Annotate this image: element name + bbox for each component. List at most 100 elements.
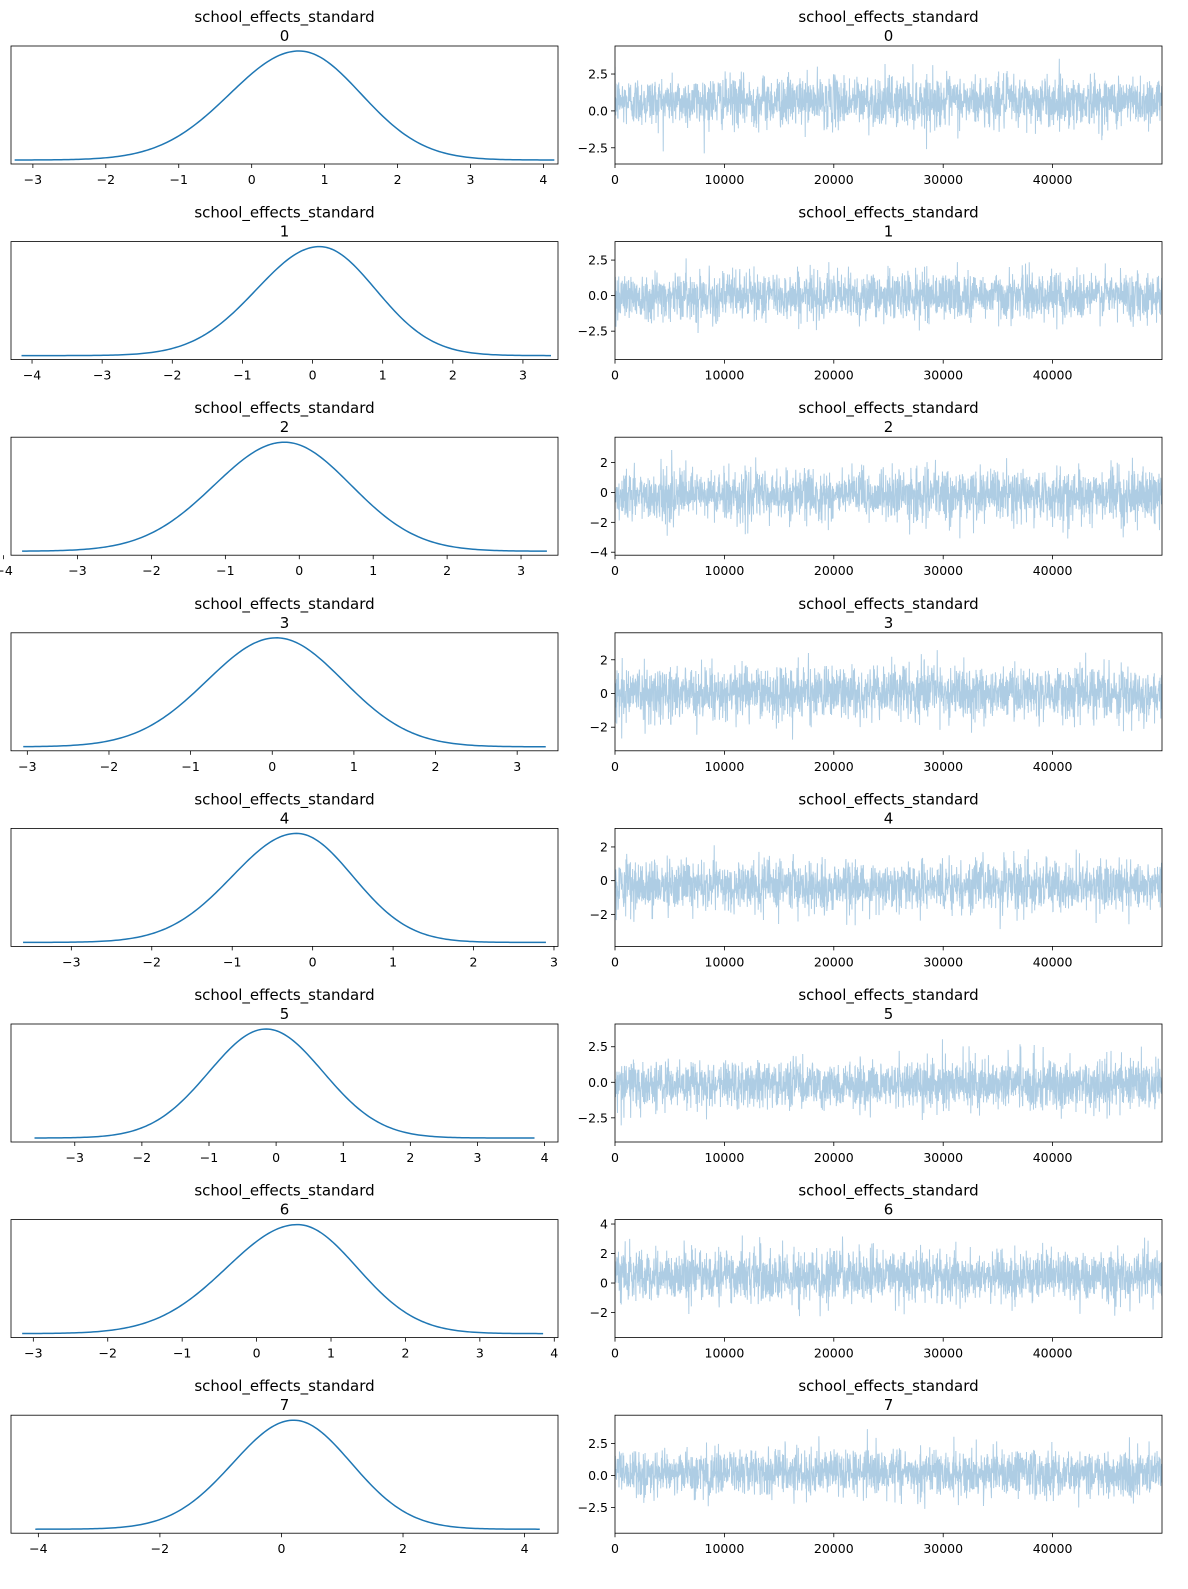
- y-tick-label: 2: [600, 455, 608, 470]
- x-tick-label: 10000: [705, 1150, 745, 1165]
- x-tick-label: 1: [389, 954, 397, 969]
- panel-title: school_effects_standard: [798, 790, 978, 809]
- kde-line: [23, 832, 546, 944]
- x-tick-label: 40000: [1033, 563, 1073, 578]
- x-tick-label: 0: [309, 368, 317, 383]
- x-tick-label: 4: [539, 172, 547, 187]
- axes-frame: [614, 1414, 1163, 1534]
- y-tick-label: −2: [590, 1305, 608, 1320]
- x-tick-label: 10000: [705, 759, 745, 774]
- kde-line: [34, 1028, 535, 1139]
- x-tick-label: −2: [142, 563, 160, 578]
- y-tick-label: 0: [600, 485, 608, 500]
- x-tick-label: 20000: [814, 172, 854, 187]
- kde-line: [14, 50, 555, 161]
- x-tick-label: −3: [24, 1346, 42, 1361]
- x-tick-label: 0: [611, 759, 619, 774]
- kde-line: [22, 1223, 544, 1335]
- x-tick-label: 0: [611, 1541, 619, 1556]
- panel-title: school_effects_standard: [798, 1377, 978, 1396]
- y-tick-label: 0: [600, 686, 608, 701]
- x-tick-label: 3: [550, 954, 558, 969]
- kde-line: [23, 637, 546, 748]
- x-tick-label: 0: [309, 954, 317, 969]
- axes-frame: [614, 1023, 1163, 1143]
- x-tick-label: 30000: [923, 1346, 963, 1361]
- x-tick-label: 30000: [923, 759, 963, 774]
- panel-title: school_effects_standard: [194, 204, 374, 223]
- x-tick-label: 0: [611, 563, 619, 578]
- x-tick-label: −2: [151, 1541, 169, 1556]
- y-tick-label: 0: [600, 1276, 608, 1291]
- panel-title: school_effects_standard: [798, 8, 978, 27]
- panel-subtitle: 4: [884, 809, 894, 827]
- x-tick-label: 2: [394, 172, 402, 187]
- x-tick-label: 20000: [814, 954, 854, 969]
- trace-line: [615, 1429, 1162, 1509]
- axes-frame: [10, 632, 559, 752]
- axes-frame: [10, 828, 559, 947]
- panel-title: school_effects_standard: [194, 986, 374, 1005]
- trace-line: [615, 58, 1162, 154]
- x-tick-label: −2: [133, 1150, 151, 1165]
- trace-line: [615, 1039, 1162, 1126]
- axes-frame: [10, 1219, 559, 1338]
- x-tick-label: 40000: [1033, 368, 1073, 383]
- y-tick-label: 2.5: [588, 253, 608, 268]
- x-tick-label: −2: [100, 759, 118, 774]
- trace-line: [615, 258, 1162, 334]
- x-tick-label: −2: [99, 1346, 117, 1361]
- x-tick-label: 30000: [923, 954, 963, 969]
- x-tick-label: −3: [18, 759, 36, 774]
- x-tick-label: 40000: [1033, 1346, 1073, 1361]
- trace-line: [615, 650, 1162, 740]
- kde-line: [21, 245, 551, 357]
- x-tick-label: 2: [443, 563, 451, 578]
- x-tick-label: −2: [143, 954, 161, 969]
- axes-frame: [614, 45, 1163, 165]
- x-tick-label: −3: [66, 1150, 84, 1165]
- x-tick-label: 20000: [814, 759, 854, 774]
- y-tick-label: 2: [600, 839, 608, 854]
- panel-title: school_effects_standard: [798, 595, 978, 614]
- x-tick-label: −1: [216, 563, 234, 578]
- x-tick-label: −1: [223, 954, 241, 969]
- axes-frame: [10, 436, 559, 556]
- panel-subtitle: 6: [884, 1201, 894, 1219]
- x-tick-label: 0: [253, 1346, 261, 1361]
- x-tick-label: −4: [29, 1541, 47, 1556]
- trace-line: [615, 845, 1162, 930]
- x-tick-label: 1: [379, 368, 387, 383]
- axes-frame: [10, 241, 559, 361]
- panel-subtitle: 3: [884, 614, 894, 632]
- x-tick-label: 40000: [1033, 954, 1073, 969]
- x-tick-label: −1: [233, 368, 251, 383]
- panel-subtitle: 2: [280, 418, 290, 436]
- x-tick-label: 4: [521, 1541, 529, 1556]
- panel-subtitle: 0: [884, 27, 894, 45]
- y-tick-label: −2: [590, 720, 608, 735]
- axes-frame: [614, 241, 1163, 361]
- x-tick-label: 3: [513, 759, 521, 774]
- x-tick-label: 20000: [814, 1346, 854, 1361]
- panel-title: school_effects_standard: [194, 8, 374, 27]
- panel-title: school_effects_standard: [798, 986, 978, 1005]
- x-tick-label: −2: [97, 172, 115, 187]
- y-tick-label: 2: [600, 652, 608, 667]
- panel-title: school_effects_standard: [194, 595, 374, 614]
- panel-title: school_effects_standard: [194, 790, 374, 809]
- y-tick-label: 4: [600, 1217, 608, 1232]
- x-tick-label: 30000: [923, 1150, 963, 1165]
- trace-line: [615, 1235, 1162, 1317]
- axes-frame: [614, 436, 1163, 556]
- x-tick-label: 10000: [705, 368, 745, 383]
- x-tick-label: 0: [611, 954, 619, 969]
- x-tick-label: 2: [406, 1150, 414, 1165]
- y-tick-label: −2: [590, 515, 608, 530]
